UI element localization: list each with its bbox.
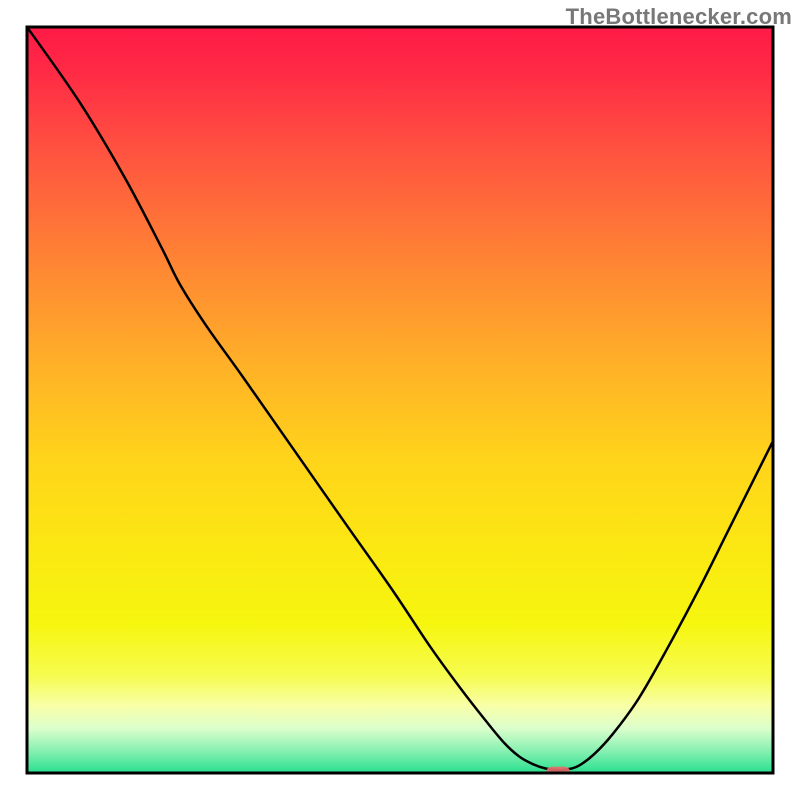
chart-container: TheBottlenecker.com — [0, 0, 800, 800]
watermark-text: TheBottlenecker.com — [566, 4, 792, 30]
plot-area — [27, 27, 773, 776]
bottleneck-chart — [0, 0, 800, 800]
